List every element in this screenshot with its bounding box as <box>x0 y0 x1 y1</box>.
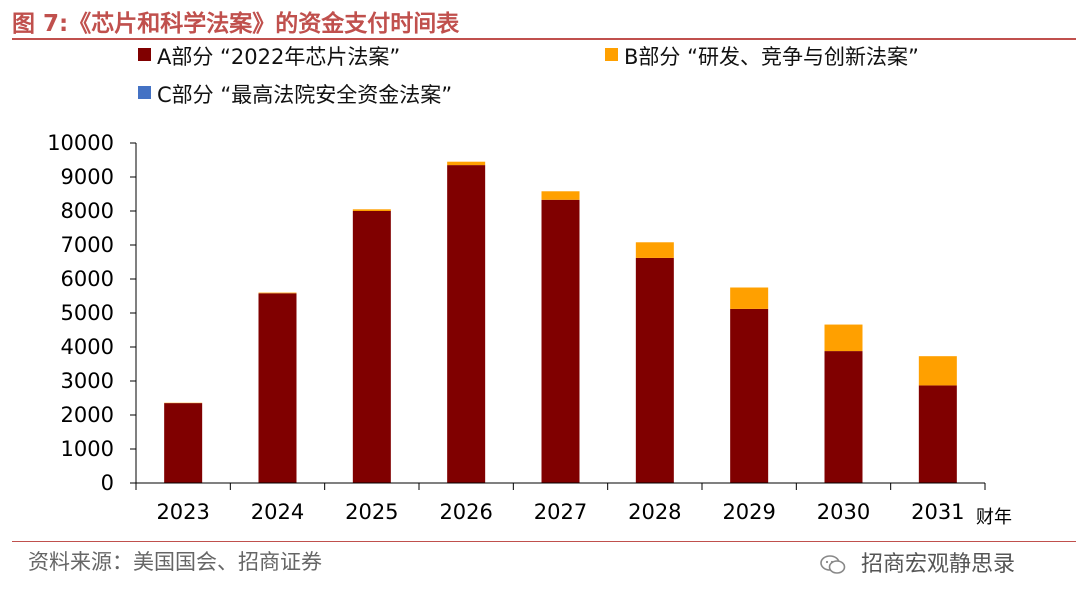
bar-2025-series-1 <box>352 209 391 211</box>
wechat-icon <box>820 555 846 574</box>
legend: A部分 “2022年芯片法案” B部分 “研发、竞争与创新法案” C部分 “最高法院… <box>138 45 919 107</box>
bar-2024-series-0 <box>258 293 297 483</box>
y-tick-label: 8000 <box>61 199 114 223</box>
bar-2030-series-1 <box>824 324 863 352</box>
legend-swatch-2 <box>138 86 151 99</box>
x-tick-label: 2024 <box>251 500 304 524</box>
x-tick-label: 2030 <box>817 500 870 524</box>
y-tick-label: 0 <box>101 471 114 495</box>
x-tick-label: 2023 <box>156 500 209 524</box>
legend-label-0: A部分 “2022年芯片法案” <box>157 45 400 69</box>
x-tick-label: 2029 <box>722 500 775 524</box>
legend-swatch-1 <box>605 48 618 61</box>
legend-swatch-0 <box>138 48 151 61</box>
title-divider <box>12 38 1076 40</box>
y-tick-label: 7000 <box>61 233 114 257</box>
bar-2029-series-1 <box>730 287 769 309</box>
y-tick-label: 2000 <box>61 403 114 427</box>
bar-2027-series-0 <box>541 199 580 483</box>
legend-label-1: B部分 “研发、竞争与创新法案” <box>624 45 919 69</box>
y-tick-label: 1000 <box>61 437 114 461</box>
bar-2030-series-0 <box>824 351 863 483</box>
y-tick-label: 5000 <box>61 301 114 325</box>
bar-2026-series-1 <box>447 161 486 166</box>
y-tick-label: 9000 <box>61 165 114 189</box>
bar-2028-series-0 <box>635 257 674 483</box>
bar-2029-series-0 <box>730 308 769 483</box>
y-axis: 0 1000 2000 3000 4000 5000 6000 7000 8000 9000 100… <box>47 131 137 495</box>
x-tick-label: 2031 <box>911 500 964 524</box>
y-tick-label: 4000 <box>61 335 114 359</box>
watermark-text: 招商宏观静思录 <box>861 552 1016 577</box>
source-note: 资料来源：美国国会、招商证券 <box>28 550 322 574</box>
footer-divider <box>12 541 1076 542</box>
bar-2028-series-1 <box>635 242 674 258</box>
x-tick-label: 2026 <box>439 500 492 524</box>
bar-2026-series-0 <box>447 165 486 483</box>
bar-2027-series-1 <box>541 191 580 200</box>
watermark: 招商宏观静思录 <box>820 546 1015 578</box>
figure-title: 图 7:《芯片和科学法案》的资金支付时间表 <box>12 11 460 37</box>
x-axis-unit-label: 财年 <box>976 507 1012 528</box>
bar-2025-series-0 <box>352 211 391 483</box>
legend-label-2: C部分 “最高法院安全资金法案” <box>157 83 452 107</box>
bar-2023-series-0 <box>164 403 203 483</box>
bar-2024-series-1 <box>258 292 297 294</box>
x-tick-label: 2025 <box>345 500 398 524</box>
stacked-bar-chart: A部分 “2022年芯片法案” B部分 “研发、竞争与创新法案” C部分 “最高法院… <box>47 45 1012 528</box>
x-tick-label: 2027 <box>534 500 587 524</box>
x-tick-label: 2028 <box>628 500 681 524</box>
y-tick-label: 6000 <box>61 267 114 291</box>
bar-2031-series-0 <box>918 385 957 483</box>
y-tick-label: 10000 <box>47 131 114 155</box>
x-axis: 2023 2024 2025 2026 2027 2028 2029 2030 2031 财年 <box>135 482 1012 528</box>
y-tick-label: 3000 <box>61 369 114 393</box>
bar-2031-series-1 <box>918 356 957 386</box>
bars <box>164 161 957 483</box>
